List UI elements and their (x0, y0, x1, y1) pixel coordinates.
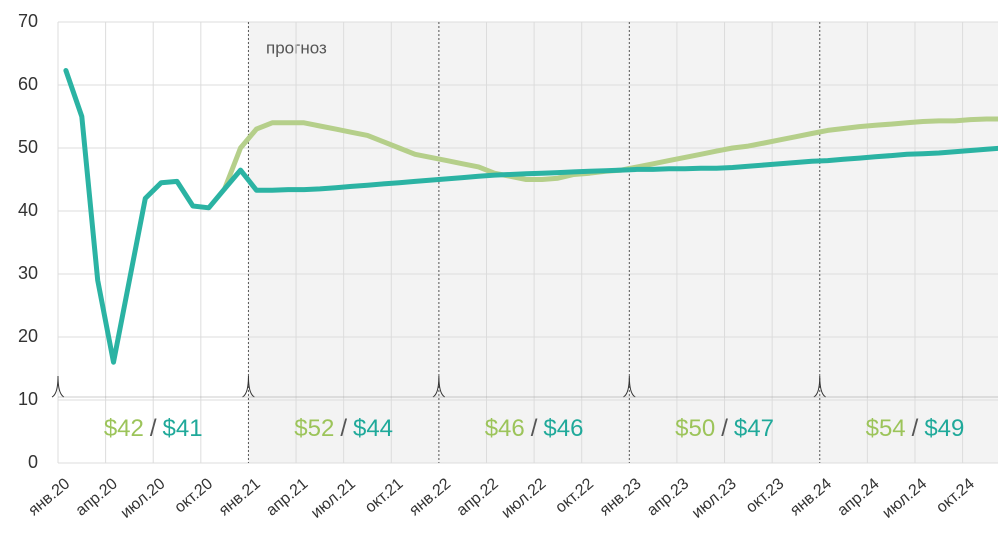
x-tick-label: июл.20 (118, 475, 169, 522)
x-tick-label: окт.24 (933, 475, 978, 516)
forecast-area (248, 22, 998, 463)
x-tick-label: окт.22 (552, 475, 597, 516)
period-sep: / (150, 415, 157, 442)
period-a: $50 (675, 415, 715, 442)
period-b: $46 (543, 415, 583, 442)
x-tick-label: окт.21 (362, 475, 407, 516)
period-a: $54 (866, 415, 906, 442)
period-sep: / (721, 415, 728, 442)
period-a: $46 (485, 415, 525, 442)
series-line (63, 68, 998, 365)
x-tick-label: апр.22 (454, 475, 502, 519)
y-tick-label: 50 (18, 137, 38, 157)
period-a: $52 (294, 415, 334, 442)
brace (242, 375, 255, 398)
period-b: $47 (734, 415, 774, 442)
y-tick-label: 30 (18, 263, 38, 283)
period-label: $52/$44 (294, 415, 393, 442)
x-tick-label: июл.23 (689, 475, 740, 522)
period-label: $46/$46 (485, 415, 584, 442)
period-b: $41 (163, 415, 203, 442)
period-label: $42/$41 (104, 415, 203, 442)
brace (813, 375, 827, 398)
period-label: $50/$47 (675, 415, 774, 442)
y-tick-label: 70 (18, 11, 38, 31)
brace (51, 375, 65, 398)
y-tick-label: 40 (18, 200, 38, 220)
x-tick-label: июл.22 (498, 475, 549, 522)
period-b: $49 (924, 415, 964, 442)
period-b: $44 (353, 415, 393, 442)
x-tick-label: июл.21 (308, 475, 359, 522)
x-tick-label: янв.21 (216, 475, 264, 519)
brace (623, 375, 636, 398)
x-tick-label: окт.20 (172, 475, 217, 516)
y-tick-label: 20 (18, 326, 38, 346)
y-tick-label: 10 (18, 389, 38, 409)
x-tick-label: июл.24 (879, 475, 930, 522)
brace (432, 375, 446, 398)
x-tick-label: янв.22 (406, 475, 454, 519)
y-tick-label: 60 (18, 74, 38, 94)
x-tick-label: янв.20 (25, 475, 73, 519)
x-tick-label: апр.21 (263, 475, 311, 519)
period-sep: / (531, 415, 538, 442)
period-sep: / (340, 415, 347, 442)
x-tick-label: апр.20 (73, 475, 121, 519)
x-tick-label: янв.23 (597, 475, 645, 519)
period-sep: / (912, 415, 919, 442)
period-label: $54/$49 (866, 415, 965, 442)
x-tick-label: янв.24 (787, 475, 835, 519)
x-tick-label: апр.23 (644, 475, 692, 519)
x-tick-label: окт.23 (743, 475, 788, 516)
y-tick-label: 0 (28, 452, 38, 472)
period-a: $42 (104, 415, 144, 442)
x-tick-label: апр.24 (834, 475, 882, 519)
